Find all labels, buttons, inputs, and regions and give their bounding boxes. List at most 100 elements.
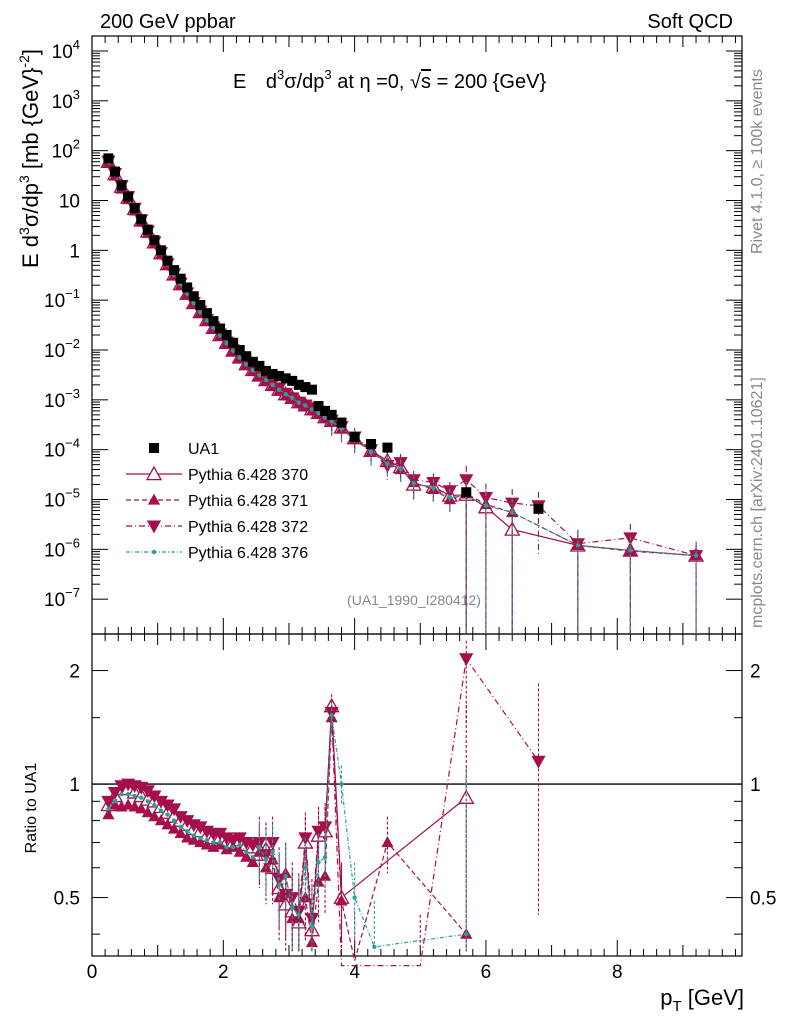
series-pythia-6-428-376 — [106, 159, 699, 634]
data-point — [316, 410, 321, 416]
ratio-series-pythia-6-428-371 — [102, 705, 473, 961]
ratio-point — [233, 845, 246, 857]
main-ytick-label: 10 — [59, 192, 80, 213]
data-point — [237, 355, 242, 360]
data-point — [366, 438, 377, 449]
ratio-ylabel: Ratio to UA1 — [23, 763, 40, 854]
x-tick-label: 0 — [87, 962, 98, 983]
ratio-point — [174, 827, 187, 839]
data-point — [283, 391, 288, 397]
ratio-point — [263, 857, 269, 862]
data-point — [215, 323, 226, 334]
data-point — [228, 337, 239, 348]
data-point — [116, 180, 127, 191]
legend-marker — [151, 549, 157, 555]
legend: UA1 Pythia 6.428 370 Pythia 6.428 371 Pythi… — [126, 441, 308, 562]
data-point — [510, 510, 515, 515]
ratio-point — [372, 944, 377, 950]
x-tick-label: 4 — [349, 962, 360, 983]
legend-label: Pythia 6.428 370 — [188, 467, 308, 484]
ratio-point — [135, 802, 148, 814]
data-point — [447, 495, 453, 500]
ratio-point — [101, 795, 116, 809]
data-point — [459, 474, 474, 488]
ratio-point — [154, 814, 168, 826]
data-point — [431, 485, 436, 491]
data-point — [204, 318, 210, 323]
data-point — [155, 245, 166, 256]
rivet-label: Rivet 4.1.0, ≥ 100k events — [749, 69, 766, 254]
data-point — [303, 403, 308, 408]
chart-title: E d3σ/dp3 at η =0, √s = 200 {GeV} — [233, 67, 546, 93]
series-pythia-6-428-372 — [101, 155, 704, 634]
data-point — [198, 310, 203, 315]
data-point — [693, 553, 699, 558]
ratio-point — [290, 905, 295, 910]
data-point — [267, 368, 278, 379]
ratio-point — [246, 856, 259, 868]
legend-entry: Pythia 6.428 376 — [126, 545, 308, 562]
ratio-point — [106, 806, 111, 811]
data-point — [505, 497, 520, 511]
ratio-point — [132, 793, 137, 799]
main-ytick-label: 102 — [52, 137, 80, 163]
series-pythia-6-428-370 — [100, 153, 705, 634]
legend-entry: UA1 — [149, 441, 219, 458]
data-point — [533, 503, 544, 514]
data-point — [326, 409, 337, 420]
ratio-point — [244, 849, 249, 855]
legend-label: Pythia 6.428 371 — [188, 493, 308, 510]
ratio-point — [459, 653, 474, 667]
ratio-point — [230, 845, 236, 850]
ratio-point — [531, 755, 546, 769]
data-point — [257, 373, 262, 378]
data-point — [368, 449, 374, 455]
ratio-point — [148, 810, 161, 822]
ratio-point — [152, 802, 157, 808]
data-point — [224, 340, 229, 346]
ratio-point — [141, 806, 154, 818]
ratio-point — [167, 822, 181, 834]
analysis-watermark: (UA1_1990_I280412) — [347, 592, 481, 608]
ratio-point — [191, 833, 196, 838]
ratio-point — [102, 808, 115, 820]
data-point — [221, 330, 232, 340]
ratio-point — [458, 789, 475, 804]
data-point — [103, 153, 114, 164]
ratio-point — [178, 824, 183, 830]
data-point — [260, 365, 271, 376]
ratio-point — [381, 836, 394, 848]
data-point — [244, 362, 249, 367]
ratio-ytick-label-right: 0.5 — [750, 889, 776, 910]
ratio-point — [296, 912, 302, 918]
main-series-group — [100, 153, 705, 634]
data-point — [185, 291, 190, 296]
data-point — [461, 487, 472, 498]
main-ytick-label: 10−2 — [44, 336, 80, 362]
data-point — [211, 325, 216, 331]
ratio-point — [204, 837, 210, 843]
ratio-point — [224, 845, 229, 850]
data-point — [320, 405, 331, 416]
ratio-point — [464, 931, 469, 937]
ratio-point — [324, 706, 339, 720]
data-point — [293, 379, 304, 390]
ratio-point — [270, 849, 275, 855]
ratio-point — [317, 821, 333, 835]
ratio-point — [316, 860, 321, 865]
ratio-ytick-label: 2 — [69, 662, 80, 683]
ratio-series-group — [100, 640, 546, 967]
main-ytick-label: 10−3 — [44, 386, 80, 412]
ratio-point — [128, 800, 141, 812]
data-point — [280, 373, 291, 384]
data-point — [306, 384, 317, 395]
data-point — [234, 345, 245, 356]
ratio-point — [166, 803, 182, 817]
data-point — [149, 235, 160, 246]
ratio-series-pythia-6-428-372 — [101, 640, 546, 967]
data-point — [195, 299, 206, 310]
ratio-point — [304, 913, 320, 926]
data-point — [254, 360, 265, 371]
main-ytick-label: 10−6 — [44, 535, 80, 561]
legend-entry: Pythia 6.428 372 — [126, 519, 308, 536]
